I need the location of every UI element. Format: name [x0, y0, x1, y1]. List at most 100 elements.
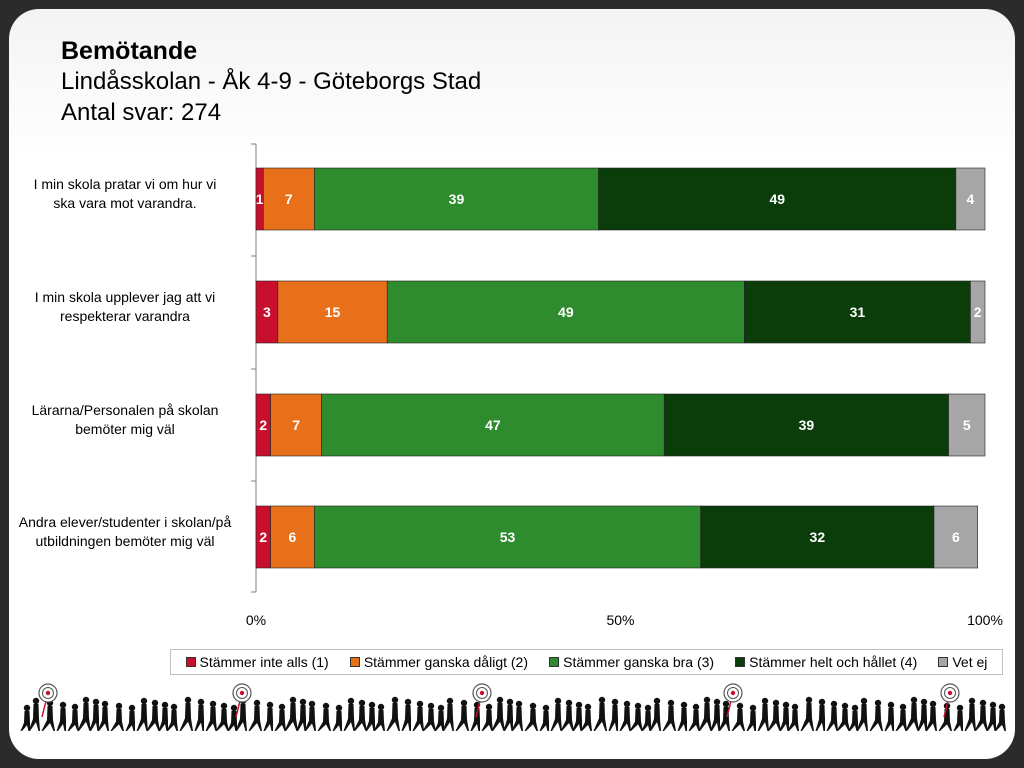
bar-segment	[314, 505, 701, 569]
legend-label-3: Stämmer ganska bra (3)	[563, 654, 715, 670]
person-silhouette	[422, 702, 436, 731]
stacked-bar-chart: I min skola pratar vi om hur vi ska vara …	[19, 143, 1003, 628]
data-label: 6	[952, 529, 960, 545]
data-label: 53	[500, 529, 516, 545]
category-label: I min skola pratar vi om hur vi ska vara …	[34, 176, 217, 211]
person-silhouette	[580, 703, 592, 731]
title-block: Bemötande Lindåsskolan - Åk 4-9 - Götebo…	[61, 36, 481, 128]
person-silhouette	[718, 700, 730, 731]
person-silhouette	[136, 697, 148, 731]
target-icon-center	[479, 690, 485, 696]
category-label: I min skola upplever jag att vi respekter…	[35, 289, 216, 324]
data-label: 47	[485, 417, 501, 433]
data-label: 6	[289, 529, 297, 545]
chart-legend: Stämmer inte alls (1) Stämmer ganska dål…	[170, 649, 1003, 675]
person-silhouette	[994, 703, 1006, 731]
legend-swatch-2	[349, 657, 360, 667]
data-label: 2	[259, 417, 267, 433]
person-silhouette	[110, 702, 124, 731]
person-silhouette	[215, 702, 229, 731]
person-silhouette	[412, 700, 424, 731]
data-label: 39	[449, 191, 465, 207]
x-tick-label: 50%	[606, 612, 634, 628]
data-label: 7	[285, 191, 293, 207]
person-silhouette	[856, 697, 868, 731]
person-silhouette	[442, 697, 454, 731]
bar-segment	[270, 505, 315, 569]
data-label: 4	[967, 191, 975, 207]
person-silhouette	[800, 696, 814, 731]
data-label: 31	[850, 304, 866, 320]
person-silhouette	[481, 703, 493, 731]
person-silhouette	[41, 699, 55, 731]
person-silhouette	[550, 697, 562, 731]
person-silhouette	[964, 697, 976, 731]
person-silhouette	[296, 698, 307, 731]
legend-swatch-4	[735, 657, 746, 667]
category-label: Andra elever/studenter i skolan/på utbild…	[19, 514, 232, 549]
person-silhouette	[158, 701, 169, 731]
legend-item-2: Stämmer ganska dåligt (2)	[349, 654, 528, 670]
data-label: 5	[963, 417, 971, 433]
data-label: 7	[292, 417, 300, 433]
legend-item-5: Vet ej	[938, 654, 987, 670]
person-silhouette	[938, 702, 952, 731]
legend-item-3: Stämmer ganska bra (3)	[549, 654, 714, 670]
legend-item-4: Stämmer helt och hållet (4)	[735, 654, 917, 670]
person-silhouette	[836, 702, 850, 731]
person-silhouette	[274, 703, 286, 731]
person-silhouette	[146, 699, 160, 731]
person-silhouette	[688, 703, 700, 731]
legend-swatch-3	[549, 657, 560, 667]
person-silhouette	[67, 703, 79, 731]
bar-segment	[955, 167, 986, 231]
person-silhouette	[28, 697, 40, 731]
person-silhouette	[263, 701, 274, 731]
person-silhouette	[284, 696, 298, 731]
data-label: 49	[558, 304, 574, 320]
person-silhouette	[953, 704, 964, 731]
person-silhouette	[649, 697, 661, 731]
target-icon-center	[45, 690, 51, 696]
person-silhouette	[757, 697, 769, 731]
person-silhouette	[511, 700, 523, 731]
person-silhouette	[619, 700, 631, 731]
person-silhouette	[629, 702, 643, 731]
person-silhouette	[77, 696, 91, 731]
legend-swatch-1	[185, 657, 196, 667]
legend-label-1: Stämmer inte alls (1)	[199, 654, 329, 670]
person-silhouette	[826, 700, 838, 731]
person-silhouette	[97, 700, 109, 731]
target-icon-center	[730, 690, 736, 696]
person-silhouette	[353, 699, 367, 731]
person-silhouette	[710, 698, 721, 731]
person-silhouette	[332, 704, 343, 731]
person-silhouette	[895, 703, 907, 731]
person-silhouette	[317, 702, 331, 731]
bar-segment	[948, 393, 986, 457]
data-label: 39	[799, 417, 815, 433]
person-silhouette	[884, 701, 895, 731]
person-silhouette	[20, 704, 31, 731]
category-label: Lärarna/Personalen på skolan bemöter mig …	[32, 402, 219, 437]
person-silhouette	[677, 701, 688, 731]
bar-segment	[933, 505, 979, 569]
response-count: Antal svar: 274	[61, 99, 222, 126]
person-silhouette	[401, 698, 412, 731]
target-icon-ring	[476, 687, 488, 699]
person-silhouette	[56, 701, 67, 731]
person-silhouette	[917, 698, 928, 731]
legend-label-4: Stämmer helt och hållet (4)	[749, 654, 918, 670]
person-silhouette	[746, 704, 757, 731]
person-silhouette	[503, 698, 514, 731]
person-silhouette	[125, 704, 136, 731]
bar-segment	[321, 393, 665, 457]
bar-segment	[262, 167, 315, 231]
target-icon-ring	[42, 687, 54, 699]
person-silhouette	[179, 696, 193, 731]
person-silhouette	[227, 704, 238, 731]
person-silhouette	[767, 699, 781, 731]
data-label: 1	[256, 191, 264, 207]
person-silhouette	[539, 704, 550, 731]
person-silhouette	[304, 700, 316, 731]
